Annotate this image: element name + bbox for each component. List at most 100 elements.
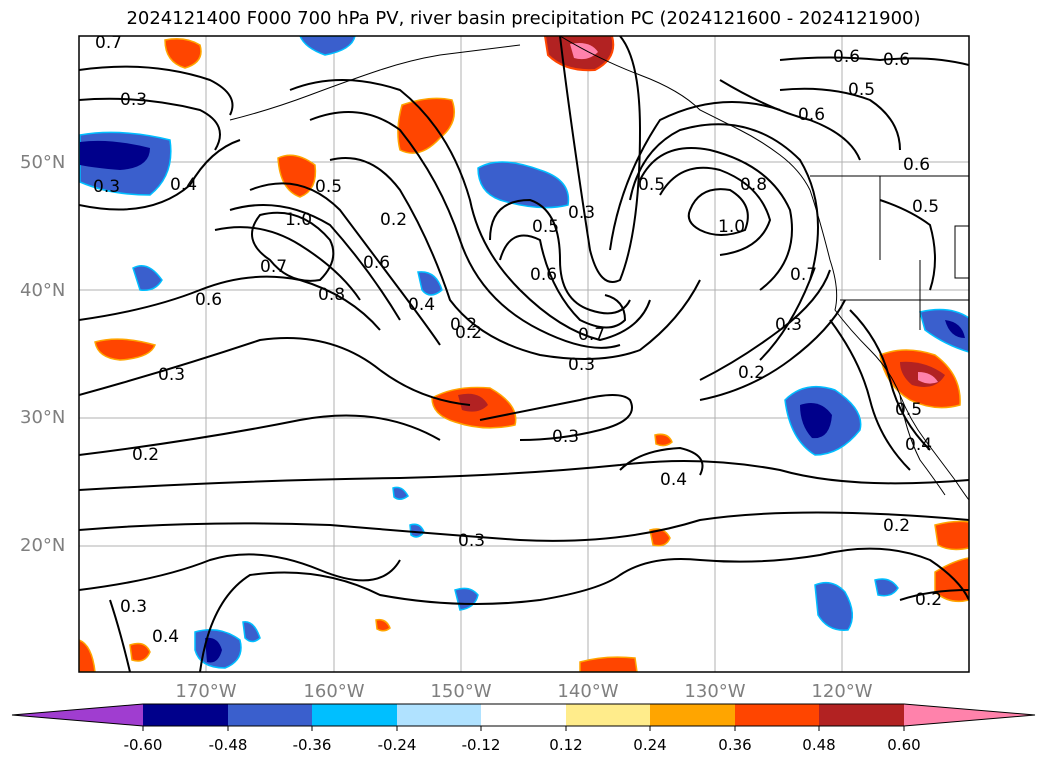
colorbar-tick-label: 0.60 [887, 736, 921, 754]
precip-positive-area [375, 618, 391, 632]
precip-positive-core [458, 393, 488, 412]
contour-label: 0.2 [132, 445, 159, 465]
contour-label: 0.6 [903, 155, 930, 175]
pv-contour [79, 553, 401, 591]
lon-label: 120°W [811, 681, 873, 702]
precip-negative-core [800, 402, 832, 439]
pv-contour [289, 79, 651, 342]
contour-label: 0.6 [833, 47, 860, 67]
colorbar-tick-label: -0.12 [461, 736, 501, 754]
contour-label: 1.0 [718, 217, 745, 237]
precip-positive-area [397, 97, 455, 154]
lon-label: 150°W [430, 681, 492, 702]
border-box [954, 225, 969, 279]
precip-negative-area [477, 161, 570, 209]
baja-coastline [899, 394, 946, 496]
lon-label: 160°W [303, 681, 365, 702]
border-line [810, 175, 969, 330]
pv-contour [79, 460, 969, 491]
contour-label: 0.7 [578, 325, 605, 345]
precip-positive-core [570, 43, 598, 60]
colorbar-tick-label: 0.24 [633, 736, 667, 754]
pv-contour [79, 97, 221, 151]
pv-contour [229, 204, 401, 321]
contour-label: 0.3 [93, 177, 120, 197]
pv-contour [559, 36, 642, 283]
contour-label: 0.5 [638, 175, 665, 195]
precip-negative-core [80, 140, 150, 170]
precip-negative-area [874, 578, 899, 597]
pv-contour [899, 589, 969, 601]
contour-label: 0.7 [790, 265, 817, 285]
pv-contour [79, 511, 969, 542]
contour-label: 0.5 [848, 80, 875, 100]
contour-label: 0.8 [318, 285, 345, 305]
contour-label: 0.6 [883, 50, 910, 70]
pv-contour [849, 309, 931, 451]
pv-contour [329, 157, 701, 360]
precip-negative-area [814, 581, 854, 631]
pv-contour [479, 394, 633, 441]
north-america-coastline [809, 189, 969, 501]
colorbar-tick-label: 0.12 [549, 736, 583, 754]
colorbar-segment [566, 704, 650, 726]
contour-label: 0.6 [530, 265, 557, 285]
colorbar-segment [819, 704, 904, 726]
colorbar-segment [650, 704, 735, 726]
precip-positive-area [654, 433, 673, 447]
colorbar-segment [143, 704, 228, 726]
contour-label: 0.6 [798, 105, 825, 125]
pv-contour [79, 337, 471, 406]
contour-label-layer: 0.7 0.3 0.3 0.4 0.6 1.0 0.7 0.8 0.5 0.2 … [93, 33, 942, 647]
pv-contours [79, 36, 969, 672]
contour-label: 0.5 [315, 177, 342, 197]
contour-label: 0.3 [458, 531, 485, 551]
precip-positive-area [129, 642, 151, 662]
precip-negative-area [919, 308, 969, 353]
colorbar-tick-label: -0.36 [292, 736, 332, 754]
contour-label: 0.8 [740, 175, 767, 195]
contour-label: 0.7 [95, 33, 122, 53]
lon-label: 140°W [557, 681, 619, 702]
pv-contour [687, 188, 749, 236]
contour-label: 0.2 [455, 323, 482, 343]
pv-contour [699, 299, 846, 401]
lon-label: 170°W [175, 681, 237, 702]
pv-contour [779, 87, 901, 151]
precip-negative-core [945, 320, 965, 338]
pv-contour [499, 234, 627, 329]
contour-label: 0.3 [568, 355, 595, 375]
map-title: 2024121400 F000 700 hPa PV, river basin … [126, 8, 921, 29]
contour-label: 0.2 [883, 516, 910, 536]
pv-contour [659, 166, 772, 256]
pv-contour [609, 101, 781, 251]
contour-label: 0.2 [380, 210, 407, 230]
pv-contour [251, 211, 335, 282]
contour-label: 0.2 [450, 315, 477, 335]
precip-positive-area [934, 520, 969, 551]
pv-contour [619, 446, 704, 476]
precip-negative-area [417, 271, 443, 296]
coastlines [229, 36, 969, 501]
colorbar-segment [481, 704, 566, 726]
precip-positive-area [649, 528, 671, 547]
contour-label: 0.4 [905, 435, 932, 455]
contour-label: 0.4 [152, 627, 179, 647]
contour-label: 0.3 [568, 203, 595, 223]
pv-contour [309, 111, 621, 349]
contour-label: 0.3 [120, 597, 147, 617]
pv-contour [109, 599, 131, 672]
pv-contour [79, 139, 241, 211]
contour-label: 0.2 [915, 590, 942, 610]
precip-positive-area [79, 639, 96, 672]
colorbar-extend-min [12, 704, 143, 726]
contour-label: 0.5 [532, 217, 559, 237]
lat-label: 20°N [20, 535, 66, 556]
colorbar-tick-label: -0.60 [123, 736, 163, 754]
pv-contour [699, 269, 831, 381]
map-background [79, 36, 969, 672]
contour-label: 0.3 [120, 90, 147, 110]
precip-positive-core [918, 372, 938, 384]
precip-positive-area [94, 338, 156, 361]
